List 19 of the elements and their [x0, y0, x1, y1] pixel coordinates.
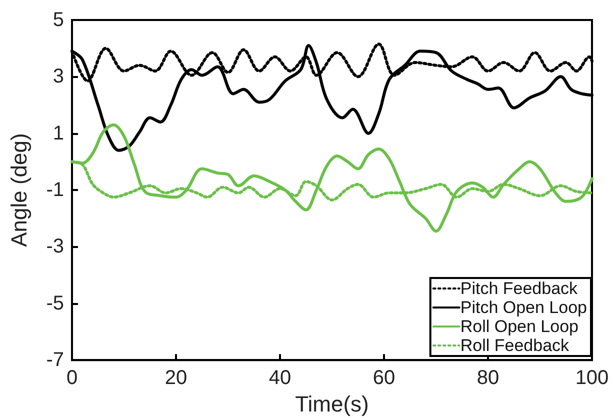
legend-label: Pitch Open Loop [460, 298, 588, 317]
x-tick-label: 100 [575, 367, 609, 390]
x-tick-label: 40 [268, 367, 292, 390]
legend-label: Roll Open Loop [460, 317, 578, 336]
y-axis-title: Angle (deg) [6, 133, 32, 247]
y-tick-label: -5 [46, 292, 64, 314]
x-tick-label: 60 [372, 367, 396, 390]
y-tick-label: 1 [52, 122, 64, 144]
legend-label: Roll Feedback [460, 336, 570, 355]
y-tick-label: -1 [46, 179, 64, 202]
x-axis-title: Time(s) [295, 392, 369, 416]
y-tick-label: -3 [46, 236, 64, 258]
legend-label: Pitch Feedback [460, 279, 578, 298]
x-tick-label: 80 [476, 367, 500, 390]
x-tick-label: 0 [66, 367, 78, 390]
x-tick-label: 20 [164, 367, 188, 390]
y-tick-label: 3 [52, 66, 64, 88]
y-tick-label: 5 [52, 9, 64, 31]
y-tick-label: -7 [46, 349, 64, 372]
